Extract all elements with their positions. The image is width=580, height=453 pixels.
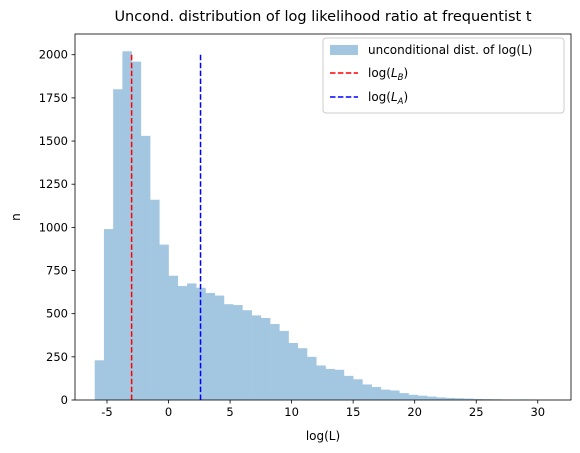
- histogram-bar: [113, 89, 123, 400]
- histogram-bar: [307, 356, 317, 400]
- histogram-bar: [242, 310, 252, 400]
- legend-lb-label: log(LB): [368, 66, 408, 83]
- y-tick-label: 1500: [39, 134, 68, 148]
- histogram-bar: [233, 305, 243, 400]
- y-axis: 0 250 500 750 1000 1250 1500 1750 2000: [39, 48, 75, 407]
- legend-lb-label-subscript: B: [398, 73, 404, 83]
- legend-la-label-close: ): [404, 90, 409, 104]
- y-tick-label: 0: [61, 393, 68, 407]
- legend-lb-label-close: ): [404, 66, 409, 80]
- histogram-bars: [94, 51, 557, 400]
- histogram-bar: [297, 348, 308, 400]
- histogram-bar: [316, 365, 326, 400]
- histogram-bar: [223, 304, 234, 400]
- y-tick-label: 1750: [39, 91, 68, 105]
- x-tick-label: 30: [530, 405, 545, 419]
- histogram-bar: [427, 396, 437, 400]
- reference-lines: [130, 54, 202, 400]
- histogram-bar: [380, 389, 391, 400]
- y-tick-label: 500: [46, 307, 68, 321]
- histogram-bar: [454, 398, 465, 400]
- histogram-bar: [371, 387, 382, 400]
- legend-la-label-letter: L: [391, 90, 398, 104]
- x-axis-label: log(L): [306, 429, 340, 443]
- histogram-bar: [177, 286, 188, 400]
- x-tick-label: 20: [407, 405, 422, 419]
- histogram-bar: [436, 397, 446, 400]
- histogram-bar: [187, 283, 197, 400]
- y-tick-label: 250: [46, 350, 68, 364]
- x-tick-label: 10: [284, 405, 299, 419]
- histogram-bar: [140, 135, 151, 400]
- histogram-bar: [159, 244, 169, 400]
- x-tick-label: 25: [469, 405, 484, 419]
- legend-la-label-subscript: A: [397, 97, 404, 107]
- histogram-bar: [94, 360, 105, 400]
- histogram-bar: [482, 399, 492, 400]
- histogram-bar: [417, 395, 428, 400]
- y-tick-label: 750: [46, 264, 68, 278]
- histogram-bar: [168, 275, 179, 400]
- legend-histogram-label: unconditional dist. of log(L): [368, 43, 532, 57]
- histogram-bar: [473, 398, 483, 400]
- chart-title: Uncond. distribution of log likelihood r…: [114, 9, 531, 25]
- x-tick-label: 15: [346, 405, 361, 419]
- x-tick-label: -5: [101, 405, 112, 419]
- legend-box: [322, 37, 565, 114]
- histogram-bar: [279, 330, 289, 400]
- histogram-bar: [103, 229, 114, 400]
- histogram-bar: [408, 394, 419, 400]
- histogram-bar: [150, 199, 160, 400]
- histogram-bar: [353, 379, 363, 400]
- histogram-bar: [122, 51, 132, 400]
- histogram-bar: [362, 384, 372, 400]
- histogram-bar: [343, 375, 354, 400]
- legend-lb-label-letter: L: [391, 66, 398, 80]
- histogram-bar: [251, 315, 262, 400]
- legend-la-label: log(LA): [368, 90, 408, 107]
- x-tick-label: 0: [165, 405, 172, 419]
- histogram-bar: [334, 369, 345, 400]
- y-tick-label: 1250: [39, 177, 68, 191]
- histogram-bar: [214, 295, 225, 400]
- histogram-bar: [325, 368, 335, 400]
- histogram-bar: [205, 292, 215, 400]
- histogram-bar: [131, 61, 142, 400]
- histogram-bar: [445, 397, 455, 400]
- histogram-bar: [390, 390, 400, 400]
- legend-lb-label-base: log(: [368, 66, 391, 80]
- y-tick-label: 1000: [39, 220, 68, 234]
- histogram-bar: [270, 324, 280, 400]
- x-axis: -5 0 5 10 15 20 25 30: [101, 400, 545, 419]
- y-tick-label: 2000: [39, 48, 68, 62]
- legend-histogram-swatch: [330, 45, 358, 55]
- histogram-bar: [260, 317, 271, 400]
- legend-la-label-base: log(: [368, 90, 391, 104]
- histogram-bar: [463, 398, 474, 400]
- plot-frame: [74, 33, 572, 401]
- x-tick-label: 5: [226, 405, 233, 419]
- legend: unconditional dist. of log(L) log(LB) lo…: [322, 37, 565, 114]
- histogram-bar: [399, 393, 409, 400]
- histogram-bar: [288, 343, 299, 400]
- y-axis-label: n: [9, 213, 23, 221]
